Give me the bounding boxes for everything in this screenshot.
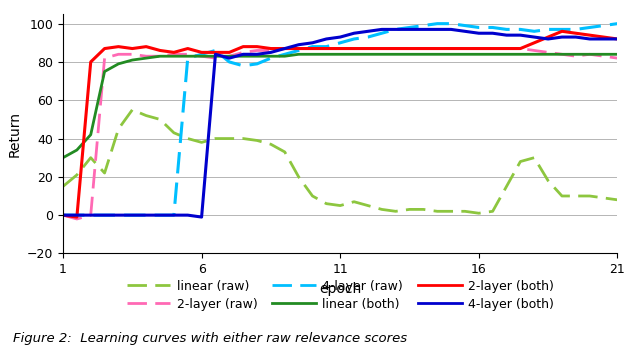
Text: Figure 2:  Learning curves with either raw relevance scores: Figure 2: Learning curves with either ra… — [13, 332, 407, 345]
Legend: linear (raw), 2-layer (raw), 4-layer (raw), linear (both), 2-layer (both), 4-lay: linear (raw), 2-layer (raw), 4-layer (ra… — [127, 279, 554, 310]
X-axis label: epoch: epoch — [319, 282, 362, 296]
Y-axis label: Return: Return — [8, 111, 21, 157]
